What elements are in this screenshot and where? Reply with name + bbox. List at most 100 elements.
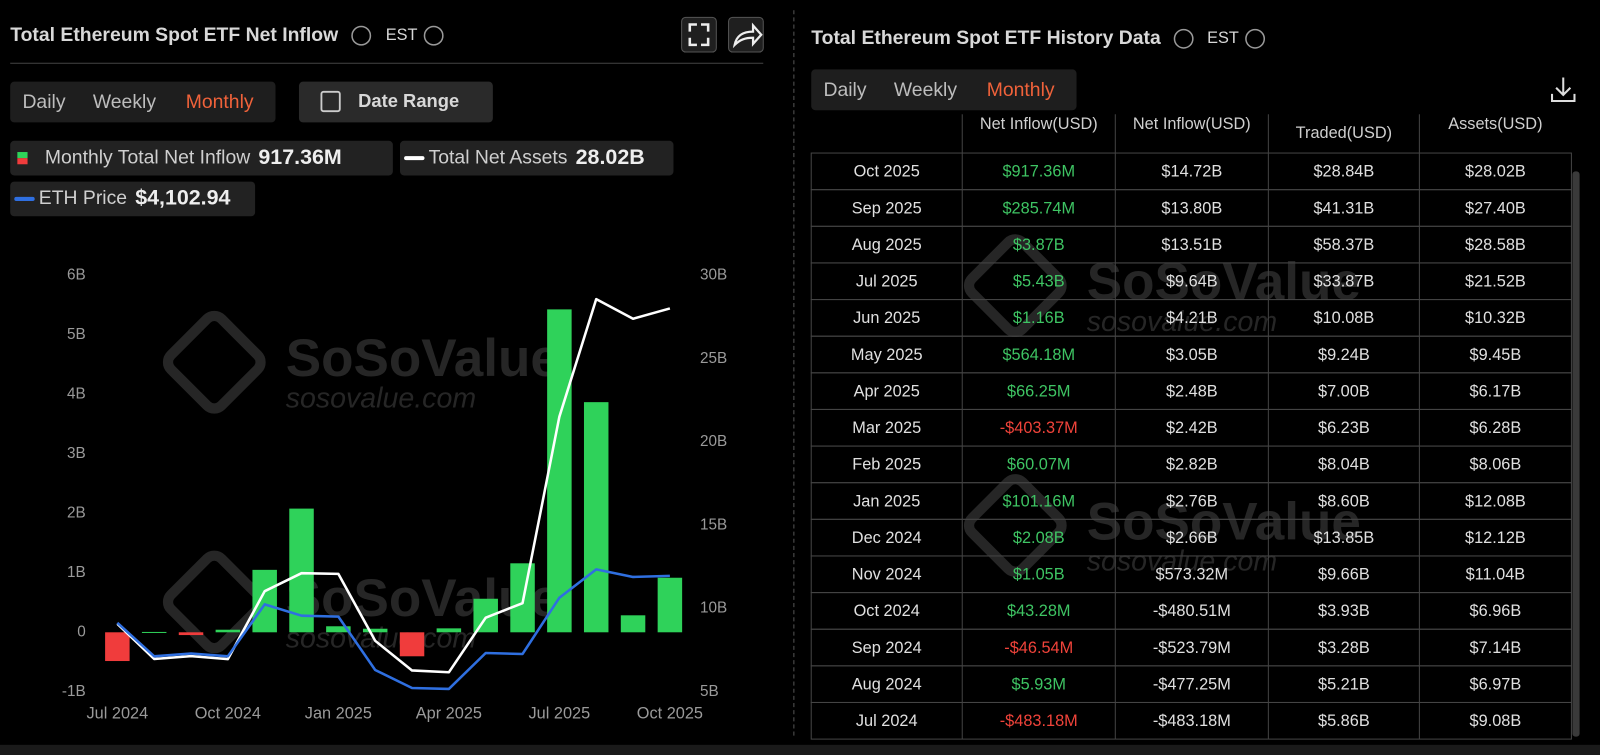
scrollbar[interactable] [1572,171,1580,737]
y-tick-label: 15B [700,516,727,533]
table-cell: $2.66B [1166,529,1218,547]
table-cell: $2.76B [1166,492,1218,510]
table-cell: $8.60B [1318,492,1370,510]
date-range-label[interactable]: Date Range [358,90,459,111]
table-cell: -$483.18M [1153,712,1231,730]
bar [436,628,462,633]
table-cell: $13.80B [1161,199,1222,217]
date-range-button[interactable] [298,81,493,123]
table-cell: $2.82B [1166,456,1218,474]
y-tick-label: 5B [700,683,719,700]
table-cell: $12.12B [1465,529,1526,547]
legend-label: Total Net Assets [429,146,568,168]
watermark-url: sosovalue.com [1087,546,1277,578]
table-cell: $9.64B [1166,273,1218,291]
table-cell: $3.87B [1013,236,1065,254]
bar [620,615,646,633]
watermark-url: sosovalue.com [286,383,476,415]
download-icon[interactable] [1551,77,1576,103]
table-cell: $11.04B [1466,566,1526,584]
watermark-url: sosovalue.com [286,622,476,654]
table-cell: $10.08B [1313,309,1374,327]
x-tick-label: Apr 2025 [416,705,482,723]
x-tick-label: Oct 2025 [637,705,703,723]
table-cell: $7.14B [1470,639,1522,657]
table-cell: $41.31B [1313,199,1374,217]
y-tick-label: 0 [77,623,86,640]
table-cell: -$523.79M [1153,639,1231,657]
bar [362,628,388,633]
bar [105,632,130,662]
tab[interactable]: Monthly [987,79,1055,101]
table-cell: Jul 2025 [856,273,918,291]
table-cell: $9.24B [1318,346,1370,364]
y-tick-label: 5B [67,326,86,343]
info-icon[interactable] [1173,28,1194,49]
table-cell: $9.45B [1470,346,1522,364]
watermark-logo [963,234,1067,338]
tab[interactable]: Daily [823,79,866,101]
y-tick-label: 1B [67,564,86,581]
info-icon[interactable] [423,25,444,46]
tab[interactable]: Weekly [894,79,957,101]
table-cell: $285.74M [1002,199,1075,217]
table-cell: Jun 2025 [853,309,920,327]
table-cell: $28.84B [1313,163,1374,181]
y-tick-label: 3B [67,445,86,462]
table-cell: $43.28M [1007,602,1070,620]
x-tick-label: Jan 2025 [305,705,372,723]
table-cell: $6.96B [1470,602,1522,620]
fullscreen-button[interactable] [681,16,717,53]
table-cell: $9.08B [1470,712,1522,730]
legend-label: ETH Price [39,187,127,209]
table-cell: $564.18M [1002,346,1075,364]
legend-chip[interactable] [399,140,674,176]
table-cell: $2.48B [1166,382,1218,400]
table-cell: $60.07M [1007,456,1070,474]
table-cell: Sep 2024 [852,639,922,657]
panel-title: Total Ethereum Spot ETF History Data [811,27,1161,49]
legend-value: 917.36M [258,145,341,169]
table-cell: $10.32B [1465,309,1526,327]
table-cell: Jan 2025 [853,492,920,510]
tab[interactable]: Monthly [186,91,254,113]
line [116,568,670,691]
legend-label: Monthly Total Net Inflow [45,146,251,168]
timezone[interactable]: EST [1207,29,1239,47]
table-cell: $2.42B [1166,419,1218,437]
line [116,297,671,674]
table-cell: $28.02B [1465,163,1526,181]
tab[interactable]: Daily [22,91,65,113]
info-icon[interactable] [351,25,372,46]
legend-chip[interactable] [10,140,393,176]
bar [141,631,167,633]
tab[interactable]: Weekly [93,91,156,113]
bar [657,577,683,633]
table-cell: Oct 2024 [854,602,920,620]
table-cell: $33.87B [1313,273,1374,291]
table-cell: $6.23B [1318,419,1370,437]
table-cell: $1.05B [1013,566,1065,584]
table-cell: Aug 2025 [852,236,922,254]
info-icon[interactable] [1245,28,1266,49]
watermark: SoSoValue [1087,492,1361,551]
table-cell: $3.93B [1318,602,1370,620]
bottom-bar [0,744,1600,755]
table-cell: $13.85B [1313,529,1374,547]
table-cell: $14.72B [1161,163,1222,181]
table-cell: $13.51B [1161,236,1222,254]
watermark-logo [162,310,266,414]
table-cell: Dec 2024 [852,529,922,547]
table-cell: $6.97B [1470,675,1522,693]
bar [326,626,351,633]
table-cell: Nov 2024 [852,566,922,584]
table-cell: $7.00B [1318,382,1370,400]
table-cell: May 2025 [851,346,923,364]
table-cell: Aug 2024 [852,675,922,693]
tab-group [811,69,1077,111]
y-tick-label: -1B [62,683,86,700]
legend-chip[interactable] [10,181,256,217]
watermark-url: sosovalue.com [1087,306,1277,338]
timezone[interactable]: EST [386,26,418,44]
